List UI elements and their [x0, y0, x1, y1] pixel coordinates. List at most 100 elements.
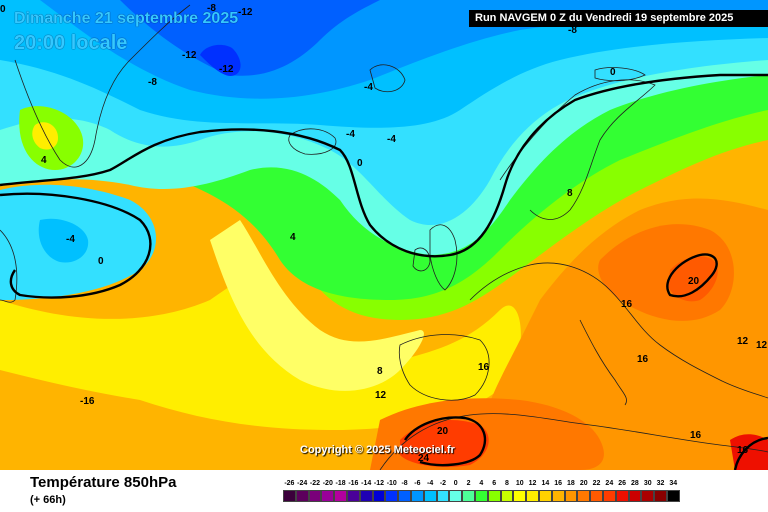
- contour-label: 12: [375, 390, 387, 401]
- legend-value-label: 10: [515, 480, 524, 487]
- contour-label: 4: [290, 232, 296, 243]
- uk-coast: [429, 224, 458, 291]
- legend-value-label: 28: [631, 480, 639, 487]
- legend-color-swatch: [500, 490, 514, 502]
- contour-label: -12: [238, 7, 253, 18]
- continent-coast: [469, 262, 768, 399]
- legend-color-swatch: [602, 490, 616, 502]
- isotherm-zero-west: [0, 192, 152, 299]
- legend-value-label: 12: [528, 480, 537, 487]
- contour-label: -4: [66, 234, 75, 245]
- legend-color-swatch: [372, 490, 386, 502]
- contour-label: 0: [610, 67, 616, 78]
- legend-value-label: 20: [579, 480, 588, 487]
- contour-label: 0: [0, 4, 6, 15]
- contour-label: 16: [478, 362, 490, 373]
- legend-value-label: 2: [466, 480, 471, 487]
- contour-label: 20: [688, 276, 700, 287]
- legend-value-label: 24: [605, 480, 614, 487]
- map-footer: Température 850hPa (+ 66h) -26 -24 -22 -20-…: [0, 470, 768, 512]
- contour-label: 8: [567, 188, 573, 199]
- legend-value-label: 26: [618, 480, 627, 487]
- legend-value-label: 6: [492, 480, 497, 487]
- iberia-coast: [398, 334, 490, 401]
- contour-label: 16: [637, 354, 649, 365]
- contour-label: -4: [364, 82, 373, 93]
- legend-color-swatch: [487, 490, 501, 502]
- legend-value-label: -18: [335, 480, 346, 487]
- legend-color-swatch: [590, 490, 603, 502]
- isotherm-twenty-africa: [404, 416, 487, 467]
- band-light-yellow-atlantic: [210, 220, 424, 391]
- contour-labels: -8 -12 -12 -8 -12 -8 -4 -4 -4 0 0 -4 0 4…: [0, 3, 768, 464]
- legend-color-swatch: [666, 490, 680, 502]
- contour-label: 12: [737, 336, 749, 347]
- contour-label: 4: [41, 155, 47, 166]
- color-scale-legend: -26 -24 -22 -20 -18 -16 -14 -12 -10 -8 -6 -4 -2 0 2 4 6 8…: [283, 480, 753, 510]
- legend-value-label: -22: [309, 480, 321, 487]
- legend-color-swatch: [564, 490, 578, 502]
- ireland-coast: [412, 247, 431, 272]
- legend-color-swatch: [628, 490, 642, 502]
- legend-value-label: -16: [348, 480, 359, 487]
- forecast-time: 20:00 locale: [14, 32, 128, 54]
- legend-value-label: -14: [361, 480, 372, 487]
- legend-color-swatch: [526, 490, 539, 502]
- contour-label: 16: [690, 430, 702, 441]
- legend-swatches: [283, 490, 680, 502]
- legend-value-label: 22: [592, 480, 601, 487]
- contour-label: -12: [182, 50, 197, 61]
- main-isotherms: [0, 73, 768, 470]
- contour-label: -4: [387, 134, 396, 145]
- temperature-map: -8 -12 -12 -8 -12 -8 -4 -4 -4 0 0 -4 0 4…: [0, 0, 768, 470]
- legend-value-label: 4: [479, 480, 484, 487]
- legend-value-label: -24: [297, 480, 308, 487]
- legend-value-label: 14: [541, 480, 550, 487]
- svalbard-coast: [369, 64, 406, 93]
- isotherm-twenty-east: [666, 253, 718, 298]
- legend-color-swatch: [538, 490, 552, 502]
- copyright-notice: Copyright © 2025 Meteociel.fr: [300, 444, 455, 456]
- band-deep-blue: [120, 0, 380, 76]
- novaya-zemlya-coast: [594, 67, 646, 82]
- africa-coast: [379, 413, 768, 470]
- parameter-title: Température 850hPa: [30, 474, 177, 491]
- legend-value-label: 16: [554, 480, 563, 487]
- legend-color-swatch: [346, 490, 360, 502]
- isotherm-twenty-eastmed: [733, 436, 768, 470]
- legend-value-label: 32: [656, 480, 665, 487]
- temperature-map-canvas: -8 -12 -12 -8 -12 -8 -4 -4 -4 0 0 -4 0 4…: [0, 0, 768, 470]
- legend-color-swatch: [283, 490, 296, 502]
- legend-color-swatch: [423, 490, 437, 502]
- forecast-date: Dimanche 21 septembre 2025: [14, 10, 239, 27]
- band-sky-west: [38, 218, 89, 263]
- legend-value-label: 0: [453, 480, 458, 487]
- greenland-coast: [14, 4, 191, 168]
- legend-value-label: 34: [669, 480, 678, 487]
- legend-value-label: 30: [643, 480, 652, 487]
- contour-label: 8: [377, 366, 383, 377]
- band-red-east: [668, 256, 718, 302]
- legend-value-label: -4: [427, 480, 434, 487]
- legend-color-swatch: [308, 490, 322, 502]
- legend-color-swatch: [474, 490, 488, 502]
- contour-label: -8: [148, 77, 157, 88]
- legend-color-swatch: [551, 490, 565, 502]
- lead-time: (+ 66h): [30, 494, 66, 506]
- legend-color-swatch: [398, 490, 411, 502]
- legend-color-swatch: [436, 490, 450, 502]
- legend-value-label: -12: [373, 480, 385, 487]
- legend-color-swatch: [615, 490, 629, 502]
- legend-color-swatch: [577, 490, 591, 502]
- legend-color-swatch: [654, 490, 667, 502]
- contour-label: 0: [98, 256, 104, 267]
- legend-value-label: 8: [504, 480, 509, 487]
- canada-coast: [0, 229, 18, 303]
- contour-label: 20: [437, 426, 449, 437]
- legend-color-swatch: [513, 490, 527, 502]
- contour-label: -12: [219, 64, 234, 75]
- legend-labels: -26 -24 -22 -20 -18 -16 -14 -12 -10 -8 -6 -4 -2 0 2 4 6 8…: [283, 480, 680, 488]
- legend-value-label: -8: [401, 480, 408, 487]
- contour-label: 12: [756, 340, 768, 351]
- contour-label: -16: [80, 396, 95, 407]
